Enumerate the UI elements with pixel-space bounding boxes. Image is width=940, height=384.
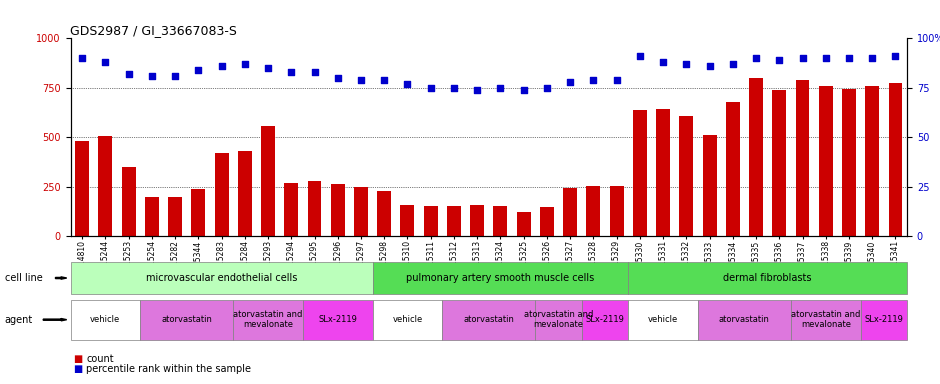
Bar [702,135,716,236]
Text: SLx-2119: SLx-2119 [865,315,903,324]
Point [470,87,485,93]
Point [377,77,392,83]
Point [563,79,578,85]
Point [795,55,810,61]
Point [540,85,555,91]
Text: SLx-2119: SLx-2119 [586,315,624,324]
Point [121,71,136,77]
Point [330,75,345,81]
Text: ■: ■ [73,354,83,364]
Bar [865,86,879,236]
Bar [726,102,740,236]
Point [74,55,89,61]
Bar [446,205,461,236]
Point [423,85,438,91]
Point [655,59,670,65]
Bar [680,116,694,236]
Point [191,67,206,73]
Bar [145,197,159,236]
Point [145,73,160,79]
Text: agent: agent [5,314,33,325]
Point [865,55,880,61]
Text: pulmonary artery smooth muscle cells: pulmonary artery smooth muscle cells [406,273,594,283]
Bar [819,86,833,236]
Point [98,59,113,65]
Bar [795,80,809,236]
Point [446,85,462,91]
Text: count: count [86,354,114,364]
Bar [470,205,484,236]
Bar [238,151,252,236]
Point [748,55,763,61]
Bar [842,89,856,236]
Bar [633,109,647,236]
Point [888,53,903,59]
Bar [99,136,112,236]
Bar [424,205,438,236]
Text: vehicle: vehicle [648,315,679,324]
Point [493,85,508,91]
Bar [377,191,391,236]
Point [702,63,717,69]
Bar [284,183,298,236]
Text: microvascular endothelial cells: microvascular endothelial cells [146,273,297,283]
Point [726,61,741,67]
Text: atorvastatin: atorvastatin [162,315,212,324]
Text: GDS2987 / GI_33667083-S: GDS2987 / GI_33667083-S [70,24,238,37]
Bar [400,205,415,236]
Text: atorvastatin: atorvastatin [463,315,514,324]
Point [353,77,368,83]
Bar [656,109,670,236]
Text: vehicle: vehicle [392,315,423,324]
Text: cell line: cell line [5,273,42,283]
Bar [517,212,530,236]
Bar [563,188,577,236]
Point [237,61,252,67]
Bar [354,187,368,236]
Bar [888,83,902,236]
Point [633,53,648,59]
Bar [610,186,623,236]
Bar [121,167,135,236]
Bar [773,90,786,236]
Point [772,57,787,63]
Bar [261,126,275,236]
Point [586,77,601,83]
Text: SLx-2119: SLx-2119 [319,315,357,324]
Bar [540,207,554,236]
Point [400,81,415,87]
Bar [168,197,182,236]
Text: atorvastatin: atorvastatin [719,315,770,324]
Point [260,65,275,71]
Point [609,77,624,83]
Bar [307,181,321,236]
Bar [587,186,601,236]
Text: dermal fibroblasts: dermal fibroblasts [724,273,812,283]
Bar [494,205,508,236]
Point [818,55,833,61]
Bar [331,184,345,236]
Text: atorvastatin and
mevalonate: atorvastatin and mevalonate [791,310,860,329]
Text: vehicle: vehicle [90,315,120,324]
Point [516,87,531,93]
Bar [214,153,228,236]
Text: atorvastatin and
mevalonate: atorvastatin and mevalonate [524,310,593,329]
Point [841,55,856,61]
Bar [75,141,89,236]
Point [167,73,182,79]
Point [214,63,229,69]
Point [284,69,299,75]
Bar [192,189,205,236]
Bar [749,78,763,236]
Text: ■: ■ [73,364,83,374]
Point [307,69,322,75]
Text: atorvastatin and
mevalonate: atorvastatin and mevalonate [233,310,303,329]
Text: percentile rank within the sample: percentile rank within the sample [86,364,252,374]
Point [679,61,694,67]
